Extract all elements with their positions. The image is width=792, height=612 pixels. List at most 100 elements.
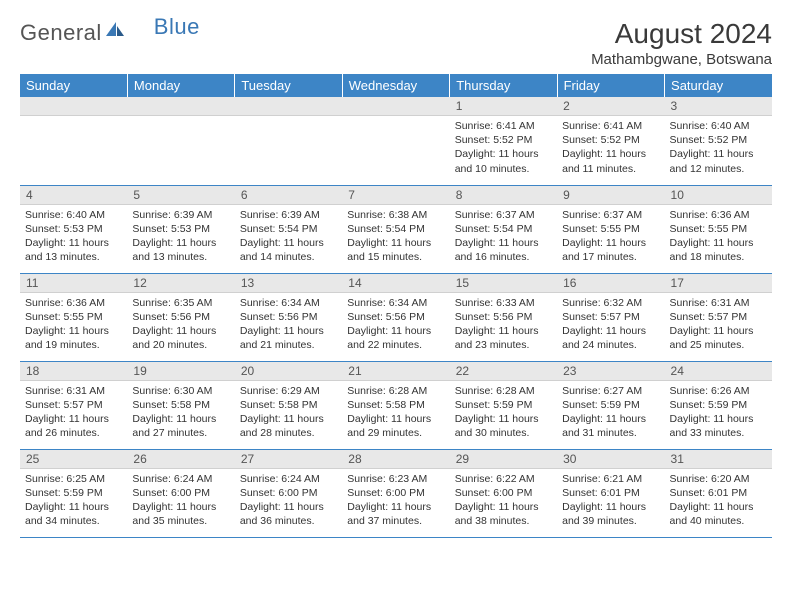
day-details: Sunrise: 6:20 AMSunset: 6:01 PMDaylight:… — [665, 469, 772, 532]
calendar-cell: 17Sunrise: 6:31 AMSunset: 5:57 PMDayligh… — [665, 273, 772, 361]
calendar-cell: 30Sunrise: 6:21 AMSunset: 6:01 PMDayligh… — [557, 449, 664, 537]
day-number — [235, 97, 342, 116]
calendar-week-row: 11Sunrise: 6:36 AMSunset: 5:55 PMDayligh… — [20, 273, 772, 361]
day-details: Sunrise: 6:37 AMSunset: 5:55 PMDaylight:… — [557, 205, 664, 268]
calendar-cell: 27Sunrise: 6:24 AMSunset: 6:00 PMDayligh… — [235, 449, 342, 537]
calendar-cell: 19Sunrise: 6:30 AMSunset: 5:58 PMDayligh… — [127, 361, 234, 449]
day-details: Sunrise: 6:28 AMSunset: 5:58 PMDaylight:… — [342, 381, 449, 444]
logo: General Blue — [20, 18, 200, 48]
day-number: 19 — [127, 362, 234, 381]
day-details: Sunrise: 6:37 AMSunset: 5:54 PMDaylight:… — [450, 205, 557, 268]
day-details: Sunrise: 6:23 AMSunset: 6:00 PMDaylight:… — [342, 469, 449, 532]
calendar-cell — [127, 97, 234, 185]
weekday-header: Saturday — [665, 74, 772, 97]
day-number: 8 — [450, 186, 557, 205]
day-details: Sunrise: 6:40 AMSunset: 5:53 PMDaylight:… — [20, 205, 127, 268]
calendar-cell: 11Sunrise: 6:36 AMSunset: 5:55 PMDayligh… — [20, 273, 127, 361]
sail-icon — [104, 18, 126, 44]
day-details: Sunrise: 6:40 AMSunset: 5:52 PMDaylight:… — [665, 116, 772, 179]
day-number: 29 — [450, 450, 557, 469]
day-number: 5 — [127, 186, 234, 205]
logo-text-blue: Blue — [154, 14, 200, 40]
calendar-cell: 8Sunrise: 6:37 AMSunset: 5:54 PMDaylight… — [450, 185, 557, 273]
day-number: 31 — [665, 450, 772, 469]
calendar-grid: SundayMondayTuesdayWednesdayThursdayFrid… — [20, 74, 772, 538]
calendar-cell: 2Sunrise: 6:41 AMSunset: 5:52 PMDaylight… — [557, 97, 664, 185]
day-number — [20, 97, 127, 116]
day-details: Sunrise: 6:36 AMSunset: 5:55 PMDaylight:… — [20, 293, 127, 356]
day-details: Sunrise: 6:41 AMSunset: 5:52 PMDaylight:… — [450, 116, 557, 179]
day-number: 3 — [665, 97, 772, 116]
day-details: Sunrise: 6:31 AMSunset: 5:57 PMDaylight:… — [665, 293, 772, 356]
calendar-cell — [20, 97, 127, 185]
calendar-cell: 23Sunrise: 6:27 AMSunset: 5:59 PMDayligh… — [557, 361, 664, 449]
weekday-header: Friday — [557, 74, 664, 97]
day-details: Sunrise: 6:28 AMSunset: 5:59 PMDaylight:… — [450, 381, 557, 444]
calendar-cell: 20Sunrise: 6:29 AMSunset: 5:58 PMDayligh… — [235, 361, 342, 449]
day-number: 13 — [235, 274, 342, 293]
day-number: 15 — [450, 274, 557, 293]
day-details: Sunrise: 6:34 AMSunset: 5:56 PMDaylight:… — [342, 293, 449, 356]
weekday-header: Thursday — [450, 74, 557, 97]
day-number: 25 — [20, 450, 127, 469]
day-number: 10 — [665, 186, 772, 205]
day-details: Sunrise: 6:30 AMSunset: 5:58 PMDaylight:… — [127, 381, 234, 444]
day-number: 24 — [665, 362, 772, 381]
day-details: Sunrise: 6:29 AMSunset: 5:58 PMDaylight:… — [235, 381, 342, 444]
weekday-header: Tuesday — [235, 74, 342, 97]
day-details: Sunrise: 6:24 AMSunset: 6:00 PMDaylight:… — [235, 469, 342, 532]
day-number: 20 — [235, 362, 342, 381]
calendar-cell: 10Sunrise: 6:36 AMSunset: 5:55 PMDayligh… — [665, 185, 772, 273]
calendar-cell: 6Sunrise: 6:39 AMSunset: 5:54 PMDaylight… — [235, 185, 342, 273]
day-details: Sunrise: 6:24 AMSunset: 6:00 PMDaylight:… — [127, 469, 234, 532]
day-number: 27 — [235, 450, 342, 469]
day-details: Sunrise: 6:33 AMSunset: 5:56 PMDaylight:… — [450, 293, 557, 356]
title-block: August 2024 Mathambgwane, Botswana — [591, 18, 772, 68]
calendar-cell: 26Sunrise: 6:24 AMSunset: 6:00 PMDayligh… — [127, 449, 234, 537]
day-details: Sunrise: 6:35 AMSunset: 5:56 PMDaylight:… — [127, 293, 234, 356]
calendar-cell: 29Sunrise: 6:22 AMSunset: 6:00 PMDayligh… — [450, 449, 557, 537]
calendar-cell — [235, 97, 342, 185]
weekday-header: Sunday — [20, 74, 127, 97]
calendar-cell: 16Sunrise: 6:32 AMSunset: 5:57 PMDayligh… — [557, 273, 664, 361]
day-number: 16 — [557, 274, 664, 293]
day-number: 26 — [127, 450, 234, 469]
calendar-cell: 13Sunrise: 6:34 AMSunset: 5:56 PMDayligh… — [235, 273, 342, 361]
day-details: Sunrise: 6:41 AMSunset: 5:52 PMDaylight:… — [557, 116, 664, 179]
day-number: 28 — [342, 450, 449, 469]
calendar-cell: 28Sunrise: 6:23 AMSunset: 6:00 PMDayligh… — [342, 449, 449, 537]
day-details: Sunrise: 6:21 AMSunset: 6:01 PMDaylight:… — [557, 469, 664, 532]
calendar-cell: 5Sunrise: 6:39 AMSunset: 5:53 PMDaylight… — [127, 185, 234, 273]
day-details: Sunrise: 6:39 AMSunset: 5:54 PMDaylight:… — [235, 205, 342, 268]
weekday-header: Wednesday — [342, 74, 449, 97]
location: Mathambgwane, Botswana — [591, 51, 772, 68]
day-details: Sunrise: 6:22 AMSunset: 6:00 PMDaylight:… — [450, 469, 557, 532]
weekday-header: Monday — [127, 74, 234, 97]
calendar-week-row: 25Sunrise: 6:25 AMSunset: 5:59 PMDayligh… — [20, 449, 772, 537]
day-details: Sunrise: 6:32 AMSunset: 5:57 PMDaylight:… — [557, 293, 664, 356]
day-number: 17 — [665, 274, 772, 293]
month-title: August 2024 — [591, 18, 772, 50]
calendar-cell: 22Sunrise: 6:28 AMSunset: 5:59 PMDayligh… — [450, 361, 557, 449]
day-details: Sunrise: 6:38 AMSunset: 5:54 PMDaylight:… — [342, 205, 449, 268]
calendar-week-row: 4Sunrise: 6:40 AMSunset: 5:53 PMDaylight… — [20, 185, 772, 273]
calendar-cell: 1Sunrise: 6:41 AMSunset: 5:52 PMDaylight… — [450, 97, 557, 185]
weekday-header-row: SundayMondayTuesdayWednesdayThursdayFrid… — [20, 74, 772, 97]
calendar-cell: 15Sunrise: 6:33 AMSunset: 5:56 PMDayligh… — [450, 273, 557, 361]
header: General Blue August 2024 Mathambgwane, B… — [20, 18, 772, 68]
day-details: Sunrise: 6:36 AMSunset: 5:55 PMDaylight:… — [665, 205, 772, 268]
calendar-cell: 31Sunrise: 6:20 AMSunset: 6:01 PMDayligh… — [665, 449, 772, 537]
calendar-cell: 21Sunrise: 6:28 AMSunset: 5:58 PMDayligh… — [342, 361, 449, 449]
day-number — [127, 97, 234, 116]
day-number: 22 — [450, 362, 557, 381]
day-details: Sunrise: 6:31 AMSunset: 5:57 PMDaylight:… — [20, 381, 127, 444]
calendar-cell: 12Sunrise: 6:35 AMSunset: 5:56 PMDayligh… — [127, 273, 234, 361]
day-number: 4 — [20, 186, 127, 205]
calendar-cell: 4Sunrise: 6:40 AMSunset: 5:53 PMDaylight… — [20, 185, 127, 273]
day-details: Sunrise: 6:25 AMSunset: 5:59 PMDaylight:… — [20, 469, 127, 532]
calendar-cell — [342, 97, 449, 185]
day-number: 21 — [342, 362, 449, 381]
day-number: 9 — [557, 186, 664, 205]
calendar-cell: 7Sunrise: 6:38 AMSunset: 5:54 PMDaylight… — [342, 185, 449, 273]
calendar-cell: 18Sunrise: 6:31 AMSunset: 5:57 PMDayligh… — [20, 361, 127, 449]
